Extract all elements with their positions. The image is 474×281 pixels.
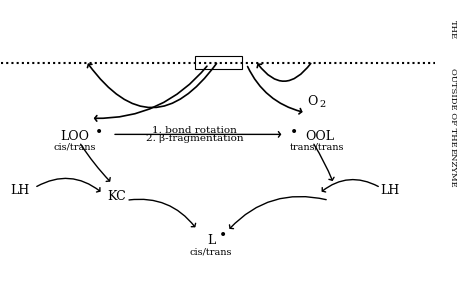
Text: 2. β-fragmentation: 2. β-fragmentation (146, 134, 244, 143)
Text: •: • (290, 126, 298, 140)
Text: LOO: LOO (60, 130, 89, 143)
Bar (195, 56, 242, 69)
Text: 2: 2 (319, 100, 326, 109)
Text: L: L (207, 234, 215, 247)
Text: •: • (219, 230, 227, 244)
Text: ENZYME: ENZYME (449, 148, 457, 188)
Text: LH: LH (381, 184, 400, 197)
Text: KC: KC (108, 190, 126, 203)
Text: LH: LH (10, 184, 30, 197)
Text: cis/trans: cis/trans (190, 247, 232, 256)
Text: OUTSIDE OF THE: OUTSIDE OF THE (449, 68, 457, 146)
Text: O: O (308, 95, 318, 108)
Text: •: • (95, 126, 103, 140)
Text: THE: THE (449, 20, 457, 39)
Text: OOL: OOL (305, 130, 334, 143)
Text: 1. bond rotation: 1. bond rotation (152, 126, 237, 135)
Text: trans/trans: trans/trans (290, 143, 344, 152)
Text: cis/trans: cis/trans (53, 143, 96, 152)
